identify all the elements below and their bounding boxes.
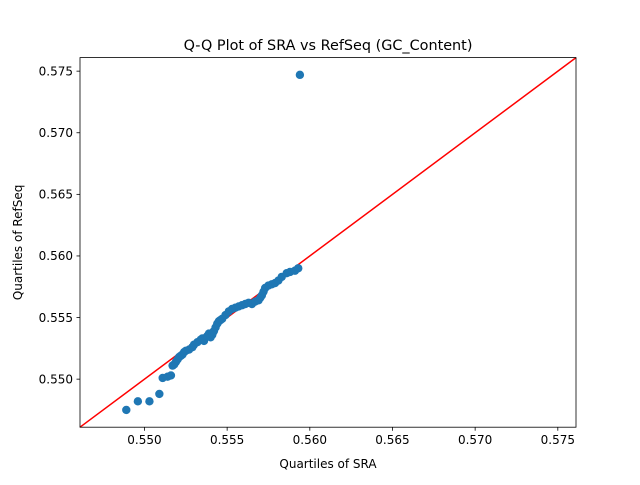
x-axis-ticks: 0.550 0.555 0.560 0.565 0.570 0.575 [127,427,575,447]
x-tick-label: 0.570 [458,433,492,447]
y-tick-label: 0.560 [39,249,73,263]
y-tick-label: 0.550 [39,372,73,386]
data-point [133,397,143,406]
data-point [295,70,305,80]
data-points-layer [122,70,305,415]
chart-title: Q-Q Plot of SRA vs RefSeq (GC_Content) [184,38,473,54]
data-point [166,371,176,380]
data-point [294,264,303,273]
data-point [122,405,131,415]
reference-line-layer [79,56,577,428]
x-tick-label: 0.565 [375,433,409,447]
y-tick-label: 0.555 [39,311,73,325]
x-tick-label: 0.560 [293,433,327,447]
y-tick-label: 0.575 [39,64,73,78]
y-axis-label: Quartiles of RefSeq [11,185,25,301]
x-tick-label: 0.555 [210,433,244,447]
y-tick-label: 0.565 [39,188,73,202]
data-point [145,397,154,406]
x-tick-label: 0.575 [541,433,575,447]
y-axis-ticks: 0.550 0.555 0.560 0.565 0.570 0.575 [39,64,80,386]
y-tick-label: 0.570 [39,126,73,140]
reference-line [79,56,577,428]
plot-frame [79,57,577,428]
x-axis-label: Quartiles of SRA [279,457,377,471]
data-point [155,389,164,399]
x-tick-label: 0.550 [127,433,161,447]
